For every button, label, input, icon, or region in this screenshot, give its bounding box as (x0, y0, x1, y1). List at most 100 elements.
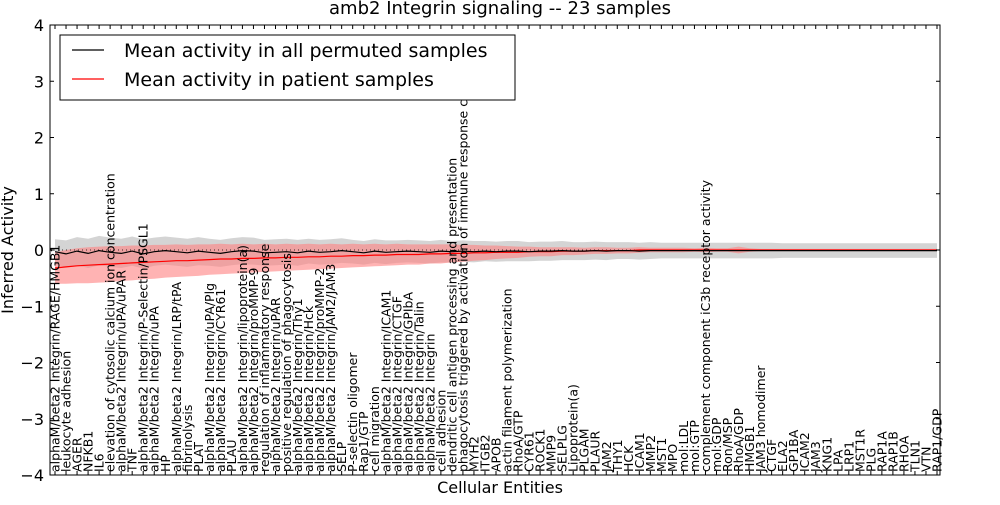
x-category-label: HCK (621, 445, 636, 472)
x-category-label: ICAM2 (797, 432, 812, 472)
x-category-label: alphaM/beta2 Integrin/proMMP-9 (246, 268, 261, 472)
x-category-label: positive regulation of phagocytosis (279, 253, 294, 472)
x-category-label: alphaM/beta2 Integrin (422, 334, 437, 472)
y-tick-label: −1 (20, 297, 44, 316)
x-category-label: LRP1 (841, 441, 856, 472)
x-category-label: JAM3 (808, 441, 823, 473)
x-category-label: PLAU (224, 440, 239, 473)
x-category-label: HP (158, 455, 173, 472)
y-tick-label: 4 (34, 16, 44, 35)
x-category-label: TNF (125, 448, 140, 473)
x-category-label: alphaM/beta2 Integrin/Thy1 (290, 298, 305, 472)
x-category-label: mol:LDL (676, 421, 691, 472)
x-category-label: ROCK1 (533, 429, 548, 472)
x-category-label: alphaM/beta2 Integrin/lipoprotein(a) (235, 245, 250, 472)
y-tick-label: 3 (34, 72, 44, 91)
x-category-label: alphaM/beta2 Integrin/uPA/uPAR (114, 270, 129, 472)
x-category-label: RHOA (896, 435, 911, 472)
x-category-label: CTGF (764, 439, 779, 472)
x-category-label: alphaM/beta2 Integrin/proMMP-2 (312, 268, 327, 472)
x-category-label: MST1 (654, 438, 669, 472)
x-category-label: TLN1 (908, 440, 923, 473)
chart-title: amb2 Integrin signaling -- 23 samples (329, 0, 671, 19)
x-category-label: MST1R (852, 429, 867, 472)
x-category-label: alphaM/beta2 Integrin/JAM2/JAM3 (323, 264, 338, 472)
y-tick-label: −2 (20, 354, 44, 373)
x-category-label: PLAUR (588, 431, 603, 472)
x-category-label: alphaM/beta2 Integrin/GPIbA (400, 292, 415, 472)
axis-ticks (50, 24, 940, 476)
x-category-label: MMP9 (544, 435, 559, 472)
x-category-label: alphaM/beta2 Integrin/uPA/Plg (202, 283, 217, 472)
y-tick-label: −4 (20, 466, 44, 485)
x-category-label: leukocyte adhesion (59, 351, 74, 472)
x-category-label: elevation of cytosolic calcium ion conce… (103, 173, 118, 472)
x-category-label: PLG (863, 448, 878, 472)
x-category-label: ELA2 (775, 440, 790, 472)
category-labels: alphaM/beta2 Integrin/RAGE/HMGB1leukocyt… (48, 35, 945, 473)
x-category-label: fibrinolysis (180, 405, 195, 472)
x-category-label: cell migration (367, 386, 382, 472)
x-category-label: RhoA/GTP (511, 410, 526, 472)
x-category-label: IL6 (92, 453, 107, 472)
x-category-label: SELP (334, 441, 349, 472)
confidence-bands (55, 235, 937, 284)
x-category-label: MYH2 (466, 436, 481, 472)
x-category-label: SELPLG (555, 425, 570, 472)
x-category-label: GP1BA (786, 429, 801, 472)
x-category-label: MMP2 (643, 435, 658, 472)
x-category-label: ICAM1 (632, 432, 647, 472)
x-category-label: mol:GDP (709, 417, 724, 472)
y-tick-label: 0 (34, 241, 44, 260)
series-line-permuted (54, 249, 937, 255)
x-category-label: alphaM/beta2 Integrin/Talin (411, 301, 426, 472)
series-lines (54, 249, 937, 269)
x-category-label: Ron/MSP (720, 417, 735, 472)
x-category-label: RAP1/GDP (930, 408, 945, 472)
x-category-label: alphaM/beta2 Integrin/uPA (147, 306, 162, 472)
y-tick-label: −3 (20, 410, 44, 429)
x-category-label: THY1 (610, 439, 625, 473)
x-category-label: alphaM/beta2 Integrin/ICAM1 (378, 290, 393, 472)
x-category-label: RAP1A (874, 431, 889, 472)
y-tick-label: 2 (34, 129, 44, 148)
x-category-label: RhoA/GDP (731, 408, 746, 472)
x-category-label: alphaM/beta2 Integrin/LRP/tPA (169, 281, 184, 472)
y-tick-label: 1 (34, 185, 44, 204)
legend-label-patient: Mean activity in patient samples (124, 69, 434, 91)
plot-frame (49, 24, 941, 476)
x-category-label: alphaM/beta2 Integrin/CYR61 (213, 289, 228, 472)
x-category-label: VTN (919, 446, 934, 472)
x-category-label: alphaM/beta2 Integrin/Hck (301, 305, 316, 472)
x-category-label: NFKB1 (81, 431, 96, 472)
x-category-label: cell adhesion (433, 390, 448, 472)
band-patient (55, 243, 937, 284)
x-category-label: phagocytosis triggered by activation of … (455, 35, 470, 472)
x-category-label: LPA (830, 449, 845, 472)
x-category-label: actin filament polymerization (500, 288, 515, 472)
x-category-label: AGER (70, 437, 85, 472)
x-category-label: alphaM/beta2 Integrin/CTGF (389, 296, 404, 472)
x-category-label: HMGB1 (742, 426, 757, 472)
x-category-label: alphaM/beta2 Integrin/RAGE/HMGB1 (48, 245, 63, 472)
x-category-label: ITGB2 (478, 434, 493, 472)
y-axis-title: Inferred Activity (0, 186, 17, 314)
x-category-label: regulation of inflammatory response (257, 243, 272, 472)
x-category-label: alphaM/beta2 Integrin/P-Selectin/PSGL1 (136, 223, 151, 472)
x-category-label: PLGAM (577, 428, 592, 472)
x-axis-title: Cellular Entities (437, 478, 563, 497)
x-category-label: CYR61 (522, 431, 537, 472)
x-category-label: dendritic cell antigen processing and pr… (444, 158, 459, 472)
x-category-label: RAP1B (885, 431, 900, 472)
legend: Mean activity in all permuted samples Me… (59, 34, 516, 101)
legend-label-permuted: Mean activity in all permuted samples (124, 40, 487, 62)
y-tick-labels: −4 −3 −2 −1 0 1 2 3 4 (20, 16, 44, 485)
x-category-label: APOB (489, 437, 504, 472)
x-category-label: KNG1 (819, 437, 834, 472)
x-category-label: JAM2 (599, 441, 614, 473)
x-category-label: complement component iC3b receptor activ… (698, 179, 713, 472)
x-category-label: P-selectin oligomer (345, 352, 360, 472)
x-category-label: JAM3 homodimer (753, 365, 768, 473)
